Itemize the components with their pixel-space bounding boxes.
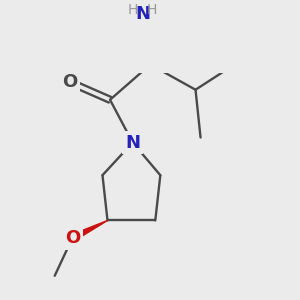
Text: O: O [65,229,80,247]
Text: H: H [147,3,158,17]
Polygon shape [71,220,107,241]
Text: O: O [62,73,77,91]
Text: N: N [125,134,140,152]
Text: H: H [128,3,138,17]
Text: N: N [135,5,150,23]
